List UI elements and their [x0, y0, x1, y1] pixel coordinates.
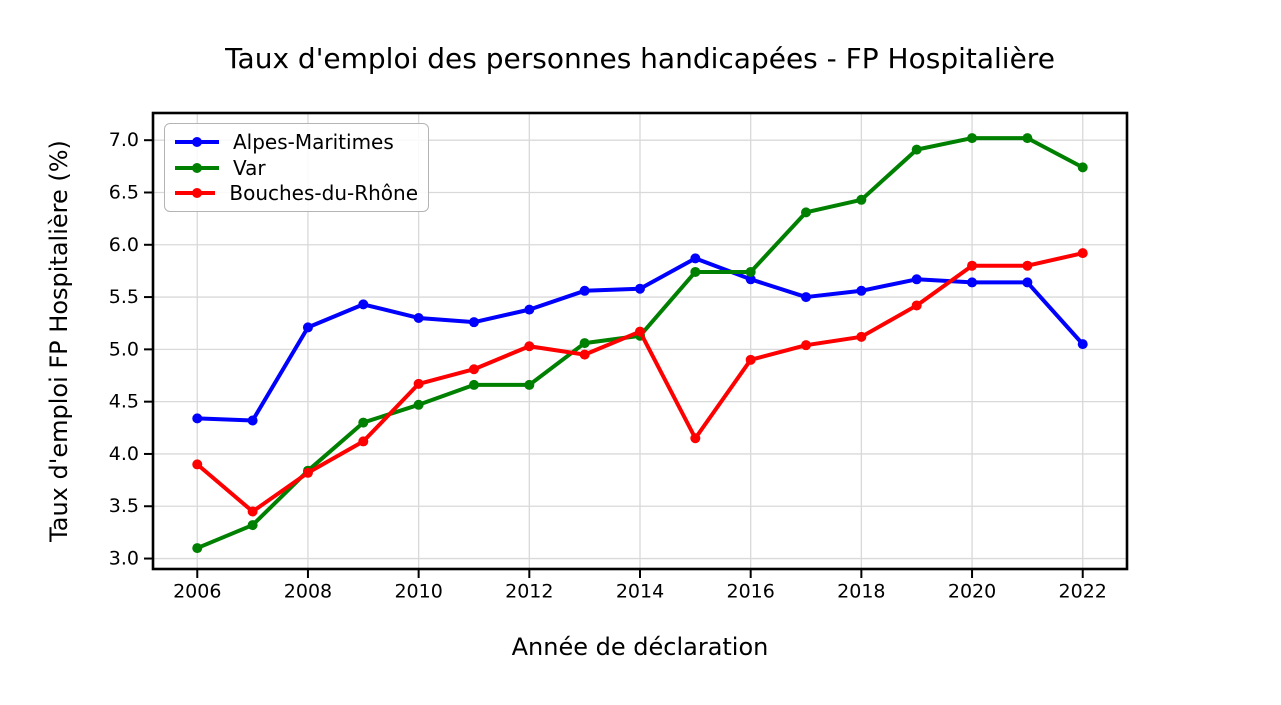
data-point-alpes-maritimes: [302, 322, 313, 333]
x-tick-label: 2006: [173, 581, 221, 603]
x-tick-label: 2010: [394, 581, 442, 603]
legend-item-alpes-maritimes: Alpes-Maritimes: [175, 130, 418, 154]
y-tick-label: 7.0: [109, 129, 139, 151]
data-point-var: [690, 266, 701, 277]
data-point-alpes-maritimes: [1077, 339, 1088, 350]
data-point-var: [967, 133, 978, 144]
data-point-bouches-du-rh-ne: [745, 354, 756, 365]
data-point-var: [413, 399, 424, 410]
data-point-bouches-du-rh-ne: [801, 340, 812, 351]
data-point-bouches-du-rh-ne: [247, 506, 258, 517]
data-point-bouches-du-rh-ne: [302, 467, 313, 478]
data-point-var: [1022, 133, 1033, 144]
legend: Alpes-Maritimes Var Bouches-du-Rhône: [164, 123, 429, 212]
data-point-alpes-maritimes: [856, 285, 867, 296]
data-point-var: [192, 543, 203, 554]
data-point-var: [579, 338, 590, 349]
data-point-bouches-du-rh-ne: [967, 260, 978, 271]
x-axis-label: Année de déclaration: [511, 633, 769, 661]
data-point-bouches-du-rh-ne: [413, 378, 424, 389]
legend-label: Var: [233, 155, 266, 180]
y-tick-label: 5.0: [109, 338, 139, 360]
data-point-var: [911, 144, 922, 155]
data-point-alpes-maritimes: [413, 312, 424, 323]
y-tick-label: 6.0: [109, 234, 139, 256]
data-point-var: [468, 379, 479, 390]
y-axis-label: Taux d'emploi FP Hospitalière (%): [45, 140, 73, 542]
chart-title: Taux d'emploi des personnes handicapées …: [225, 42, 1055, 75]
x-tick-label: 2022: [1059, 581, 1107, 603]
data-point-alpes-maritimes: [967, 277, 978, 288]
data-point-bouches-du-rh-ne: [911, 300, 922, 311]
data-point-bouches-du-rh-ne: [468, 364, 479, 375]
plot-frame: [151, 111, 1129, 571]
x-tick-label: 2020: [948, 581, 996, 603]
data-point-alpes-maritimes: [1022, 277, 1033, 288]
data-point-bouches-du-rh-ne: [1022, 260, 1033, 271]
x-tick-label: 2014: [616, 581, 664, 603]
data-point-alpes-maritimes: [524, 304, 535, 315]
data-point-bouches-du-rh-ne: [856, 331, 867, 342]
x-tick-label: 2012: [505, 581, 553, 603]
legend-swatch-green-line-icon: [175, 162, 219, 173]
legend-label: Bouches-du-Rhône: [229, 181, 418, 206]
data-point-alpes-maritimes: [745, 274, 756, 285]
y-tick-label: 4.0: [109, 443, 139, 465]
data-point-bouches-du-rh-ne: [192, 459, 203, 470]
y-tick-label: 5.5: [109, 286, 139, 308]
data-point-alpes-maritimes: [358, 299, 369, 310]
y-tick-label: 3.0: [109, 548, 139, 570]
data-point-alpes-maritimes: [579, 285, 590, 296]
data-point-bouches-du-rh-ne: [635, 326, 645, 337]
y-tick-label: 3.5: [109, 495, 139, 517]
data-point-bouches-du-rh-ne: [358, 436, 369, 447]
data-point-alpes-maritimes: [801, 292, 812, 303]
y-tick-label: 4.5: [109, 391, 139, 413]
data-point-var: [1077, 162, 1088, 173]
x-tick-label: 2016: [727, 581, 775, 603]
legend-swatch-red-line-icon: [175, 188, 216, 199]
data-point-bouches-du-rh-ne: [690, 433, 701, 444]
data-point-var: [358, 417, 369, 428]
legend-swatch-blue-line-icon: [175, 136, 219, 147]
axes: 2006 2008 2010 2012 2014 2016 2018 2020 2022 3.0 3…: [109, 111, 1129, 603]
data-point-var: [247, 520, 258, 531]
legend-item-var: Var: [175, 156, 418, 180]
data-point-var: [856, 194, 867, 205]
data-point-alpes-maritimes: [468, 317, 479, 328]
data-point-alpes-maritimes: [635, 283, 645, 294]
data-point-var: [745, 266, 756, 277]
data-point-alpes-maritimes: [911, 274, 922, 285]
y-tick-label: 6.5: [109, 181, 139, 203]
data-point-bouches-du-rh-ne: [1077, 248, 1088, 259]
legend-label: Alpes-Maritimes: [233, 129, 394, 154]
data-point-bouches-du-rh-ne: [579, 349, 590, 360]
x-tick-label: 2018: [837, 581, 885, 603]
data-point-var: [524, 379, 535, 390]
series-lines: [192, 133, 1088, 554]
data-point-var: [801, 207, 812, 218]
data-point-alpes-maritimes: [192, 413, 203, 424]
data-point-bouches-du-rh-ne: [524, 341, 535, 352]
x-tick-label: 2008: [284, 581, 332, 603]
data-point-alpes-maritimes: [247, 415, 258, 426]
legend-item-bouches-du-rhone: Bouches-du-Rhône: [175, 181, 418, 205]
data-point-alpes-maritimes: [690, 253, 701, 264]
